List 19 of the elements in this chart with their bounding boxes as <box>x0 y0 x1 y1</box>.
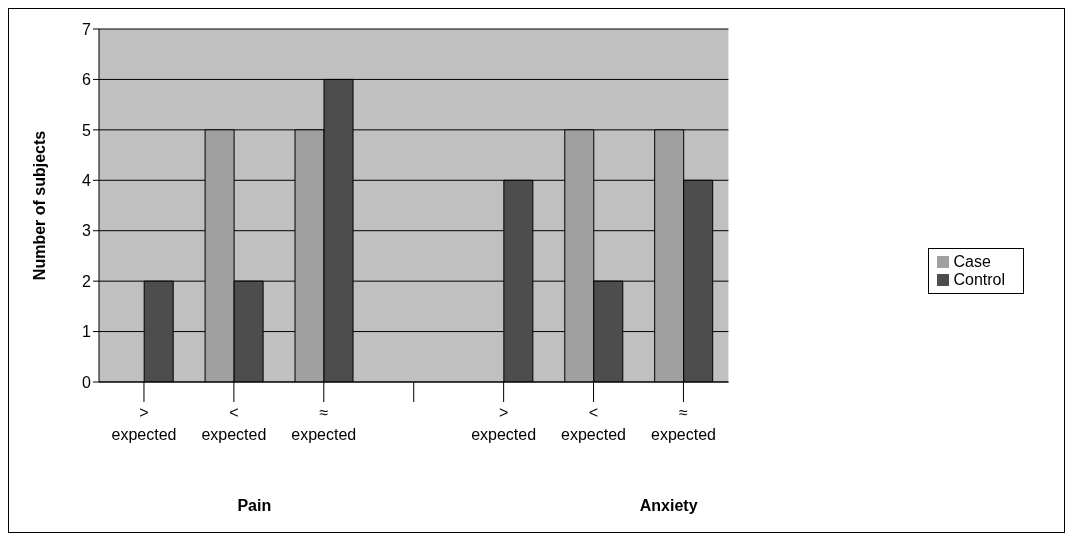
x-tick-label: < expected <box>201 404 267 443</box>
text: Anxiety <box>638 497 699 515</box>
legend-label: Control <box>953 270 1005 288</box>
y-tick-label: 7 <box>82 20 92 38</box>
legend-label: Case <box>953 252 991 270</box>
text: Pain <box>236 497 273 515</box>
y-tick-label: 0 <box>82 373 92 391</box>
y-tick-label: 3 <box>82 222 92 240</box>
x-tick-label: > expected <box>471 404 537 443</box>
y-tick-label: 5 <box>82 121 92 139</box>
x-tick-label: ≈ expected <box>291 404 357 443</box>
y-tick-label: 6 <box>82 71 92 89</box>
x-tick-label: < expected <box>561 404 627 443</box>
y-axis-title: Number of subjects <box>30 130 48 281</box>
x-tick-label: > expected <box>111 404 177 443</box>
x-tick-label: ≈ expected <box>650 404 716 443</box>
y-tick-label: 2 <box>82 272 92 290</box>
y-tick-label: 4 <box>82 171 92 189</box>
y-tick-label: 1 <box>82 323 92 341</box>
